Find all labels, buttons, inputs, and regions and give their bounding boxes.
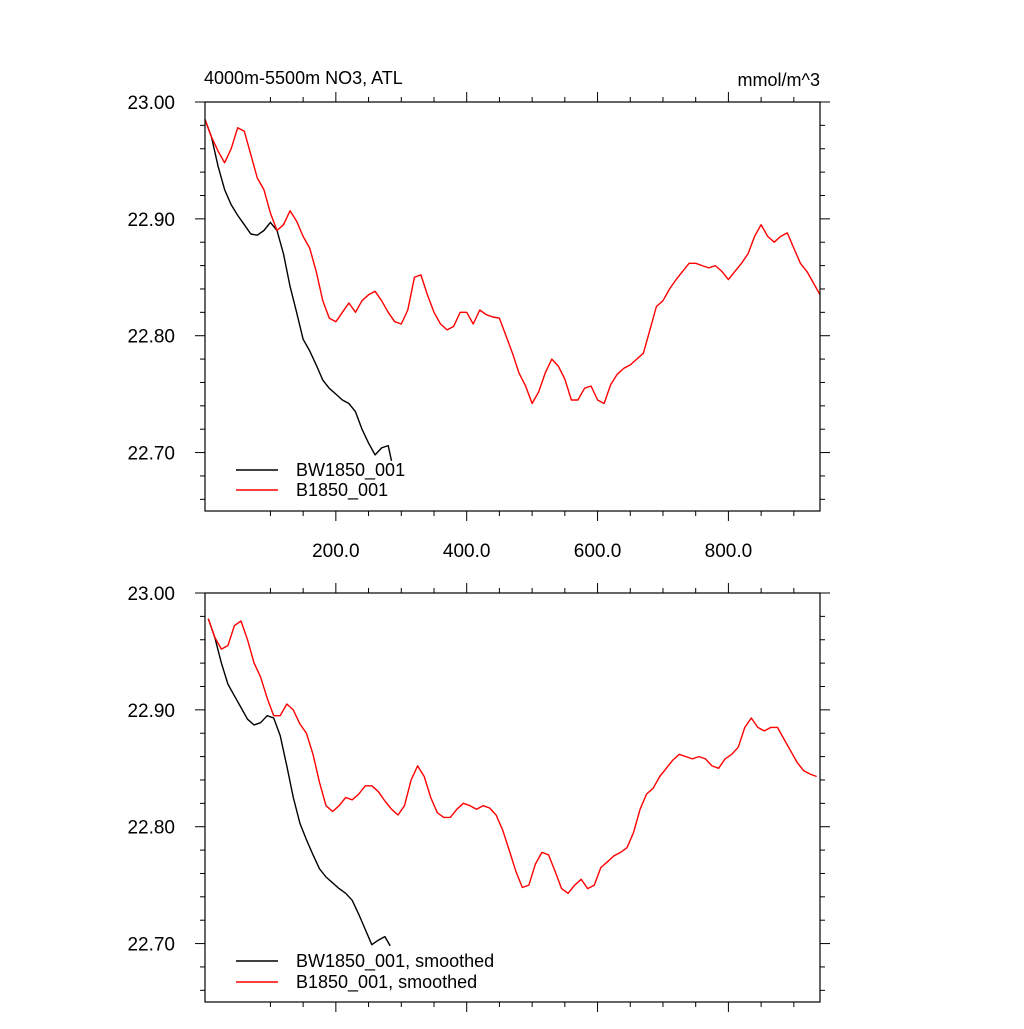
y-tick-label: 22.70 <box>127 444 175 465</box>
legend-label-b1850: B1850_001 <box>296 480 388 501</box>
y-tick-label: 22.70 <box>127 935 175 956</box>
y-tick-label: 22.90 <box>127 701 175 722</box>
y-tick-label: 23.00 <box>127 584 175 605</box>
chart-title: 4000m-5500m NO3, ATL <box>204 68 403 88</box>
x-tick-label: 800.0 <box>705 541 753 562</box>
series-group <box>204 119 821 461</box>
legend: BW1850_001 B1850_001 <box>236 460 405 501</box>
y-tick-label: 22.80 <box>127 818 175 839</box>
axis-ticks: 23.00 22.90 22.80 22.70 <box>127 583 830 1012</box>
panel-raw: 4000m-5500m NO3, ATL mmol/m^3 23.00 22.90… <box>127 68 830 562</box>
y-tick-label: 23.00 <box>127 93 175 114</box>
y-tick-label: 22.90 <box>127 210 175 231</box>
units-label: mmol/m^3 <box>738 70 820 90</box>
x-tick-label: 200.0 <box>312 541 360 562</box>
plot-frame <box>204 592 821 1003</box>
series-line-0 <box>207 618 391 947</box>
x-tick-label: 400.0 <box>443 541 491 562</box>
series-line-1 <box>204 119 821 405</box>
y-tick-label: 22.80 <box>127 327 175 348</box>
series-group <box>207 618 817 947</box>
legend-label-bw1850: BW1850_001 <box>296 460 405 481</box>
legend: BW1850_001, smoothed B1850_001, smoothed <box>236 951 494 993</box>
axis-ticks: 23.00 22.90 22.80 22.70 200.0 400.0 600.0 800.0 <box>127 92 830 562</box>
panel-smoothed: 23.00 22.90 22.80 22.70 BW1850_001, smoothe… <box>127 583 830 1012</box>
x-tick-label: 600.0 <box>574 541 622 562</box>
series-line-1 <box>207 618 817 894</box>
legend-label-b1850-smoothed: B1850_001, smoothed <box>296 972 477 993</box>
series-line-0 <box>204 119 393 461</box>
plot-frame <box>204 101 821 512</box>
legend-label-bw1850-smoothed: BW1850_001, smoothed <box>296 951 494 972</box>
